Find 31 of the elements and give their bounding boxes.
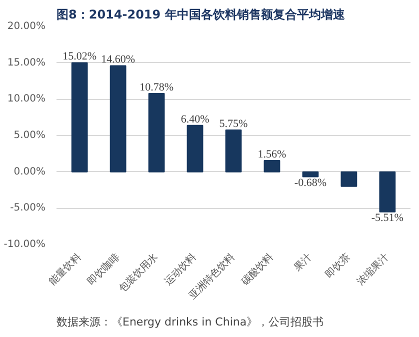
data-label: -5.51%: [371, 212, 404, 224]
y-tick-label: -10.00%: [4, 239, 46, 250]
bar: [186, 124, 204, 172]
x-tick-label: 碳酸饮料: [238, 250, 276, 288]
bar: [148, 93, 165, 172]
chart-title: 图8：2014-2019 年中国各饮料销售额复合平均增速: [56, 8, 346, 22]
data-label: 6.40%: [180, 113, 210, 126]
source-note: 数据来源：《Energy drinks in China》，公司招股书: [56, 316, 324, 328]
y-tick-label: 10.00%: [7, 94, 46, 105]
y-tick-label: 15.00%: [7, 57, 46, 68]
y-tick-label: 20.00%: [7, 21, 46, 32]
x-tick-label: 浓缩果汁: [354, 250, 392, 288]
y-tick-label: 0.00%: [14, 166, 46, 178]
x-tick-label: 即饮茶: [323, 250, 353, 281]
x-tick-label: 能量饮料: [46, 250, 84, 288]
bar: [71, 62, 88, 172]
data-label: 1.56%: [258, 148, 286, 160]
data-label: 5.75%: [219, 118, 248, 130]
bar: [340, 171, 358, 187]
data-label: 10.78%: [140, 82, 174, 94]
y-tick-label: -5.00%: [10, 202, 46, 214]
bar: [110, 65, 126, 172]
x-tick-label: 果汁: [292, 250, 314, 274]
bar: [302, 171, 319, 178]
bar: [379, 171, 396, 212]
data-label: 15.02%: [62, 50, 97, 63]
bar: [264, 160, 280, 172]
data-label: 14.60%: [101, 54, 136, 66]
bar: [225, 130, 242, 172]
y-tick-label: 5.00%: [14, 130, 46, 141]
data-label: -0.68%: [294, 176, 326, 189]
